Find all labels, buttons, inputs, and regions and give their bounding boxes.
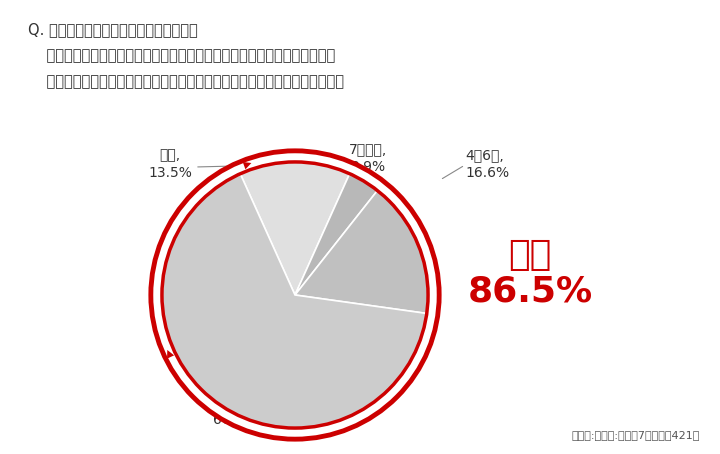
Text: 7個以上,
3.9%: 7個以上, 3.9%	[349, 142, 387, 174]
Text: ある: ある	[508, 238, 552, 272]
Text: 1－3個,
66.1%: 1－3個, 66.1%	[213, 395, 257, 427]
Text: ない,
13.5%: ない, 13.5%	[148, 148, 192, 180]
Text: 何個でも構いません。思いつくものをできるだけたくさん教えてください。: 何個でも構いません。思いつくものをできるだけたくさん教えてください。	[28, 74, 344, 89]
FancyArrowPatch shape	[243, 162, 251, 169]
Text: 対象者:対象者:幸福度7点以上の421名: 対象者:対象者:幸福度7点以上の421名	[572, 430, 700, 440]
Text: 4－6個,
16.6%: 4－6個, 16.6%	[465, 148, 509, 180]
Text: 日々の生活の中で実は楽しくて、続けていることや習慣はありませんか？: 日々の生活の中で実は楽しくて、続けていることや習慣はありませんか？	[28, 48, 336, 63]
Wedge shape	[156, 168, 433, 434]
Wedge shape	[295, 168, 381, 295]
Wedge shape	[238, 156, 352, 295]
Wedge shape	[295, 186, 434, 314]
FancyArrowPatch shape	[167, 350, 174, 359]
Text: Q. あなたは、趣味とまでは言えないが、: Q. あなたは、趣味とまでは言えないが、	[28, 22, 198, 37]
Text: 86.5%: 86.5%	[467, 275, 593, 309]
